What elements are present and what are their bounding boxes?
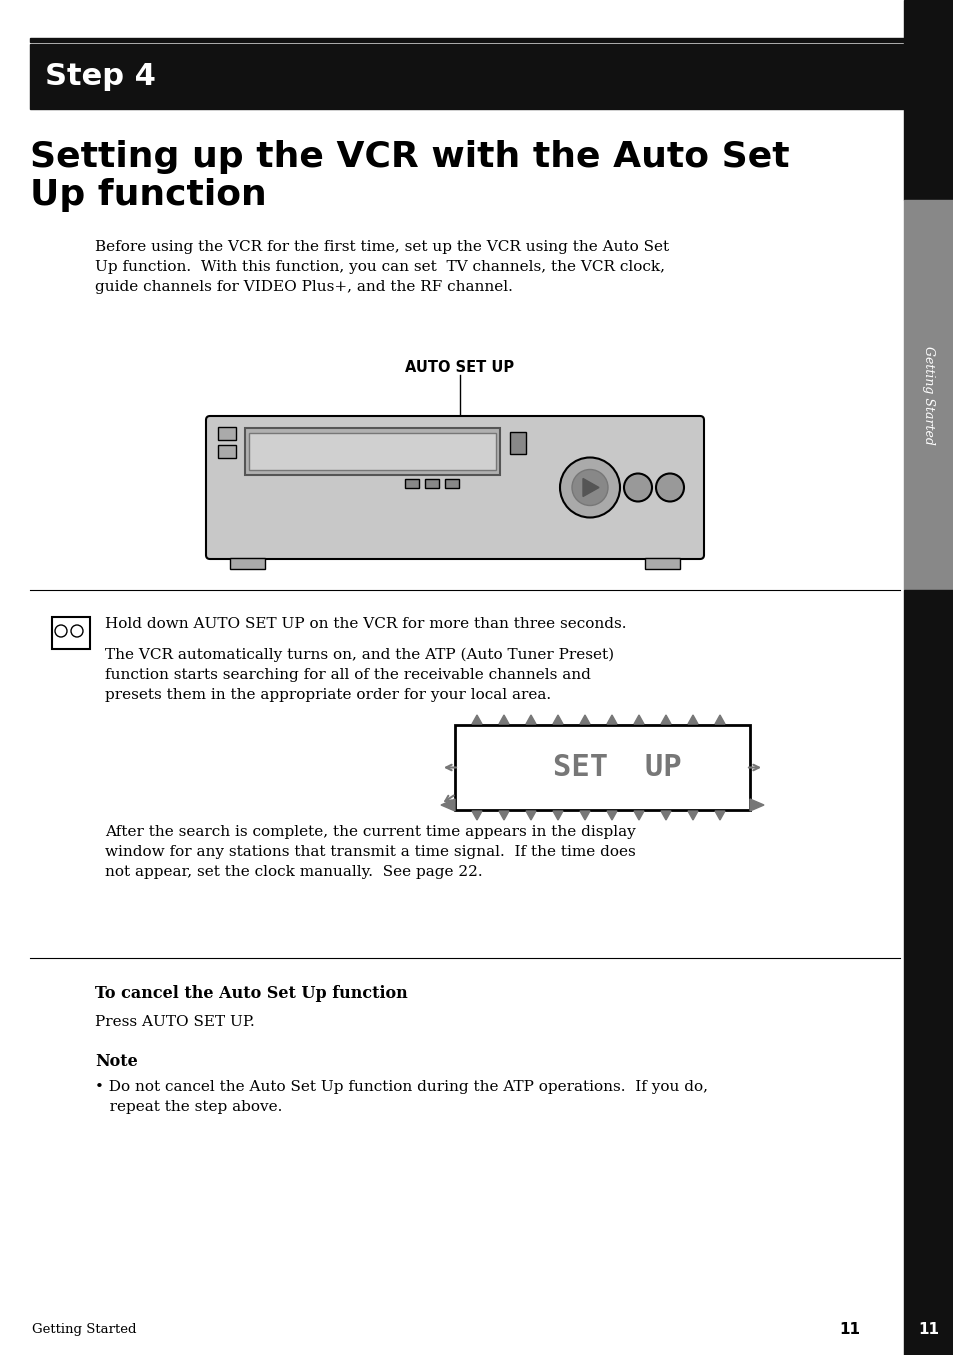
Text: Before using the VCR for the first time, set up the VCR using the Auto Set
Up fu: Before using the VCR for the first time,… xyxy=(95,240,668,294)
Polygon shape xyxy=(606,715,617,724)
Bar xyxy=(30,43,903,108)
Bar xyxy=(218,427,235,440)
Polygon shape xyxy=(553,715,562,724)
Bar xyxy=(424,480,438,488)
Bar xyxy=(644,558,679,569)
Polygon shape xyxy=(525,715,536,724)
Circle shape xyxy=(572,469,607,505)
Polygon shape xyxy=(687,812,698,820)
Circle shape xyxy=(559,458,619,518)
Bar xyxy=(455,725,749,810)
Bar xyxy=(405,480,418,488)
Text: SET  UP: SET UP xyxy=(553,753,680,782)
Text: Setting up the VCR with the Auto Set: Setting up the VCR with the Auto Set xyxy=(30,140,789,173)
Bar xyxy=(249,434,496,470)
Bar xyxy=(245,428,499,476)
Bar xyxy=(903,589,953,1355)
Text: Up function: Up function xyxy=(30,178,267,211)
Text: Step 4: Step 4 xyxy=(45,62,155,91)
Polygon shape xyxy=(579,715,589,724)
Bar xyxy=(52,617,90,649)
Bar xyxy=(30,38,903,42)
Polygon shape xyxy=(714,812,724,820)
Text: Press AUTO SET UP.: Press AUTO SET UP. xyxy=(95,1015,254,1028)
Text: 11: 11 xyxy=(918,1322,939,1337)
Polygon shape xyxy=(660,812,670,820)
Bar xyxy=(230,558,265,569)
Text: • Do not cancel the Auto Set Up function during the ATP operations.  If you do,: • Do not cancel the Auto Set Up function… xyxy=(95,1080,707,1093)
Circle shape xyxy=(71,625,83,637)
Bar xyxy=(903,201,953,589)
Text: The VCR automatically turns on, and the ATP (Auto Tuner Preset)
function starts : The VCR automatically turns on, and the … xyxy=(105,648,614,702)
Circle shape xyxy=(656,473,683,501)
Text: 11: 11 xyxy=(838,1322,859,1337)
Text: Getting Started: Getting Started xyxy=(922,346,935,444)
Polygon shape xyxy=(472,812,481,820)
Circle shape xyxy=(623,473,651,501)
Polygon shape xyxy=(687,715,698,724)
Polygon shape xyxy=(498,812,509,820)
Circle shape xyxy=(55,625,67,637)
Polygon shape xyxy=(440,799,455,812)
Text: Getting Started: Getting Started xyxy=(32,1324,136,1336)
Text: AUTO SET UP: AUTO SET UP xyxy=(405,360,514,375)
Polygon shape xyxy=(634,715,643,724)
Polygon shape xyxy=(553,812,562,820)
FancyBboxPatch shape xyxy=(206,416,703,560)
Text: Hold down AUTO SET UP on the VCR for more than three seconds.: Hold down AUTO SET UP on the VCR for mor… xyxy=(105,617,626,631)
Polygon shape xyxy=(525,812,536,820)
Polygon shape xyxy=(579,812,589,820)
Text: repeat the step above.: repeat the step above. xyxy=(95,1100,282,1114)
Polygon shape xyxy=(634,812,643,820)
Bar xyxy=(510,432,525,454)
Text: Note: Note xyxy=(95,1053,137,1070)
Polygon shape xyxy=(749,799,763,812)
Text: To cancel the Auto Set Up function: To cancel the Auto Set Up function xyxy=(95,985,407,1001)
Polygon shape xyxy=(498,715,509,724)
Polygon shape xyxy=(660,715,670,724)
Polygon shape xyxy=(582,478,598,496)
Polygon shape xyxy=(606,812,617,820)
Bar xyxy=(218,444,235,458)
Bar xyxy=(444,480,458,488)
Bar xyxy=(903,0,953,201)
Text: After the search is complete, the current time appears in the display
window for: After the search is complete, the curren… xyxy=(105,825,635,879)
Polygon shape xyxy=(714,715,724,724)
Polygon shape xyxy=(472,715,481,724)
